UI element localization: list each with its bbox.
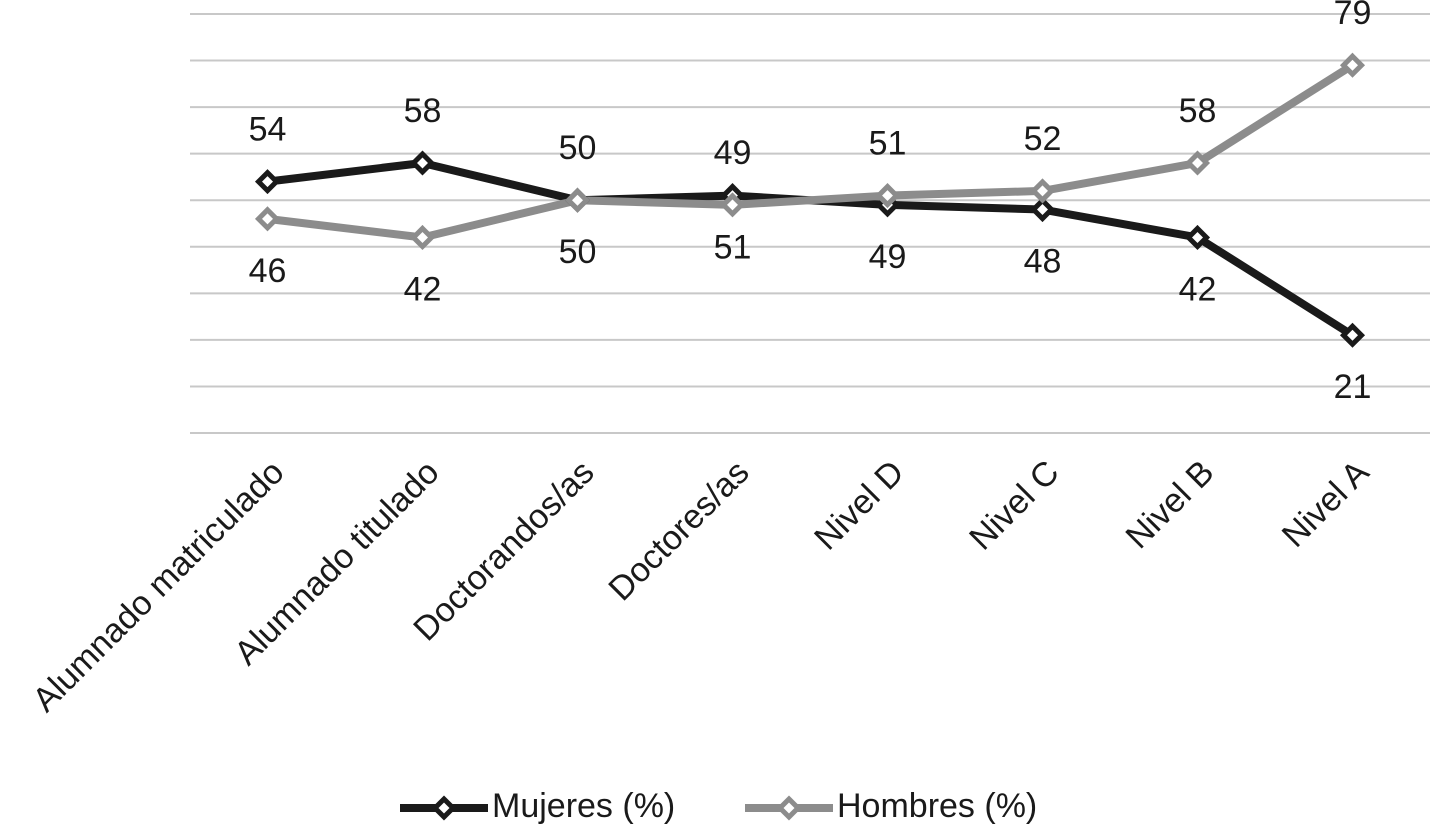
data-label: 21 [1334, 368, 1372, 406]
data-label: 54 [249, 111, 287, 149]
data-label: 50 [559, 233, 597, 271]
data-point [564, 187, 591, 213]
data-label: 52 [1024, 120, 1062, 158]
data-point [1339, 52, 1366, 78]
data-label: 46 [249, 252, 287, 290]
data-label: 49 [714, 134, 752, 172]
data-point [874, 183, 901, 209]
legend-label: Mujeres (%) [492, 787, 675, 825]
data-point [1339, 322, 1366, 348]
data-label: 58 [1179, 92, 1217, 130]
data-point [1184, 150, 1211, 176]
data-point [254, 169, 281, 195]
series-line [267, 61, 1355, 242]
data-point [719, 192, 746, 218]
data-point [1029, 196, 1056, 223]
series-line [267, 158, 1355, 339]
data-point [254, 206, 281, 232]
data-label: 50 [559, 129, 597, 167]
x-tick-label: Doctores/as [601, 453, 756, 608]
data-point [409, 224, 436, 251]
data-label: 58 [404, 92, 442, 130]
x-tick-label: Nivel A [1275, 453, 1377, 555]
x-tick-label: Nivel D [807, 453, 911, 557]
data-label: 49 [869, 238, 907, 276]
legend-marker [776, 795, 802, 821]
data-label: 42 [1179, 270, 1217, 308]
legend-marker [431, 795, 457, 821]
x-tick-label: Nivel C [962, 453, 1066, 557]
data-label: 51 [869, 125, 907, 163]
data-label: 48 [1024, 243, 1062, 281]
x-tick-label: Alumnado matriculado [25, 453, 291, 719]
data-label: 42 [404, 270, 442, 308]
data-point [1029, 178, 1056, 204]
data-label: 79 [1334, 0, 1372, 32]
data-point [409, 150, 436, 176]
data-label: 51 [714, 229, 752, 267]
x-tick-label: Nivel B [1118, 453, 1221, 556]
legend-label: Hombres (%) [837, 787, 1037, 825]
data-point [1184, 224, 1211, 251]
